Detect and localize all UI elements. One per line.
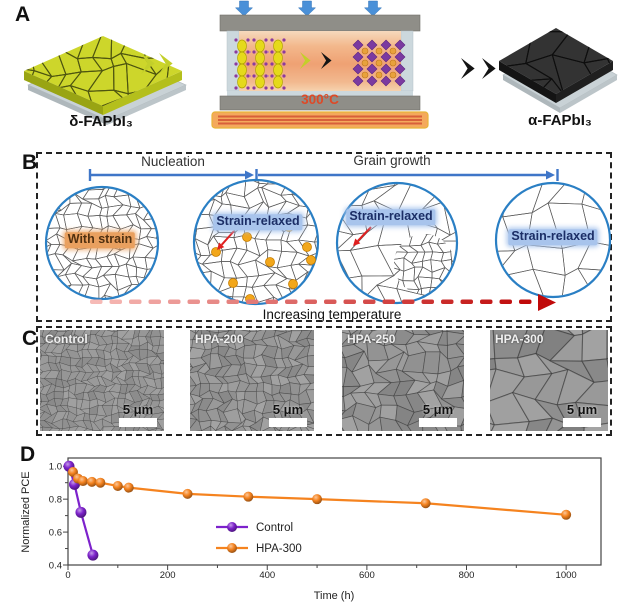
svg-text:800: 800 bbox=[459, 570, 475, 581]
svg-text:600: 600 bbox=[359, 570, 375, 581]
scale-bar-group: 5 μm bbox=[563, 401, 601, 427]
scale-bar-label: 5 μm bbox=[122, 401, 154, 417]
scale-bar bbox=[269, 418, 307, 427]
sem-image-hpa-200: HPA-200 5 μm bbox=[190, 330, 314, 431]
nucleation-stage-label: Nucleation bbox=[141, 154, 205, 169]
panel-a-label: A bbox=[15, 3, 31, 26]
data-point bbox=[182, 488, 193, 499]
sem-title: Control bbox=[45, 332, 88, 346]
scale-bar-group: 5 μm bbox=[269, 401, 307, 427]
increasing-temperature-arrow bbox=[90, 294, 556, 311]
sem-title: HPA-250 bbox=[347, 332, 396, 346]
data-point bbox=[312, 494, 323, 505]
scale-bar bbox=[563, 418, 601, 427]
strain-relaxed-tag-2: Strain-relaxed bbox=[346, 209, 436, 225]
panel-c-border bbox=[36, 326, 612, 436]
panel-a-graphic bbox=[24, 0, 618, 129]
press-temperature-label: 300°C bbox=[301, 92, 339, 107]
alpha-fapbi3-label: α-FAPbI₃ bbox=[528, 112, 592, 129]
svg-text:1.0: 1.0 bbox=[49, 462, 62, 473]
data-point bbox=[243, 491, 254, 502]
scale-bar bbox=[419, 418, 457, 427]
svg-text:1000: 1000 bbox=[556, 570, 577, 581]
sem-image-control: Control 5 μm bbox=[40, 330, 164, 431]
grain-circle-2 bbox=[192, 178, 320, 306]
panel-b-label: B bbox=[22, 151, 38, 174]
with-strain-tag: With strain bbox=[64, 232, 136, 248]
scale-bar-label: 5 μm bbox=[566, 401, 598, 417]
strain-pointer-arrows bbox=[217, 226, 372, 250]
legend-label: HPA-300 bbox=[256, 543, 302, 555]
sem-image-hpa-250: HPA-250 5 μm bbox=[342, 330, 464, 431]
grain-growth-stage-label: Grain growth bbox=[353, 153, 431, 168]
chart-axes: 0 200 400 600 800 1000 0.4 0.6 0.8 1.0 Time (h) Nor… bbox=[20, 457, 602, 602]
increasing-temperature-label: Increasing temperature bbox=[262, 307, 402, 322]
panel-d-label: D bbox=[20, 443, 36, 466]
svg-text:200: 200 bbox=[160, 570, 176, 581]
grain-circle-3 bbox=[335, 181, 459, 305]
stability-chart: 0 200 400 600 800 1000 0.4 0.6 0.8 1.0 Time (h) Nor… bbox=[20, 457, 602, 602]
svg-text:0: 0 bbox=[65, 570, 70, 581]
transition-chevrons bbox=[141, 53, 496, 79]
data-point bbox=[75, 506, 87, 518]
data-point bbox=[561, 509, 572, 520]
alpha-film bbox=[499, 28, 618, 113]
chart-legend: Control HPA-300 bbox=[216, 522, 302, 555]
svg-text:0.4: 0.4 bbox=[49, 561, 62, 572]
svg-text:0.8: 0.8 bbox=[49, 495, 62, 506]
sem-title: HPA-300 bbox=[495, 332, 544, 346]
scale-bar-label: 5 μm bbox=[422, 401, 454, 417]
hot-press bbox=[211, 0, 429, 129]
data-point bbox=[87, 549, 99, 561]
hpa-300-series bbox=[67, 466, 572, 520]
data-point bbox=[86, 476, 97, 487]
heater bbox=[211, 111, 429, 129]
sem-texture bbox=[342, 330, 464, 431]
stage-measure-arrows bbox=[88, 169, 559, 181]
svg-text:400: 400 bbox=[259, 570, 275, 581]
scale-bar-group: 5 μm bbox=[119, 401, 157, 427]
delta-fapbi3-label: δ-FAPbI₃ bbox=[69, 113, 133, 130]
sem-texture bbox=[190, 330, 314, 431]
data-point bbox=[123, 482, 134, 493]
data-point bbox=[95, 477, 106, 488]
strain-relaxed-tag-3: Strain-relaxed bbox=[508, 229, 598, 245]
sem-image-hpa-300: HPA-300 5 μm bbox=[490, 330, 608, 431]
legend-label: Control bbox=[256, 522, 293, 534]
alpha-crystal-lattice bbox=[352, 39, 406, 87]
sem-title: HPA-200 bbox=[195, 332, 244, 346]
scale-bar-group: 5 μm bbox=[419, 401, 457, 427]
sem-texture bbox=[490, 330, 608, 431]
data-point bbox=[112, 480, 123, 491]
x-axis-label: Time (h) bbox=[314, 590, 355, 602]
svg-text:0.6: 0.6 bbox=[49, 528, 62, 539]
panel-c-label: C bbox=[22, 327, 38, 350]
scale-bar bbox=[119, 418, 157, 427]
strain-relaxed-tag-1: Strain-relaxed bbox=[213, 214, 303, 230]
data-point bbox=[420, 498, 431, 509]
scale-bar-label: 5 μm bbox=[272, 401, 304, 417]
delta-crystal-chains bbox=[234, 38, 286, 90]
data-point bbox=[77, 476, 88, 487]
y-axis-label: Normalized PCE bbox=[20, 471, 32, 552]
